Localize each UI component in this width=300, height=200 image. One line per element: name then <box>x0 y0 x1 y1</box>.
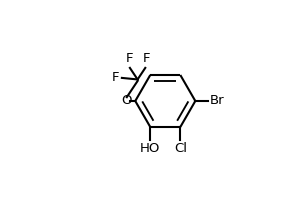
Text: O: O <box>122 95 132 108</box>
Text: HO: HO <box>140 142 160 155</box>
Text: F: F <box>125 52 133 65</box>
Text: F: F <box>112 71 119 84</box>
Text: Br: Br <box>209 95 224 108</box>
Text: F: F <box>142 52 150 65</box>
Text: Cl: Cl <box>174 142 187 155</box>
